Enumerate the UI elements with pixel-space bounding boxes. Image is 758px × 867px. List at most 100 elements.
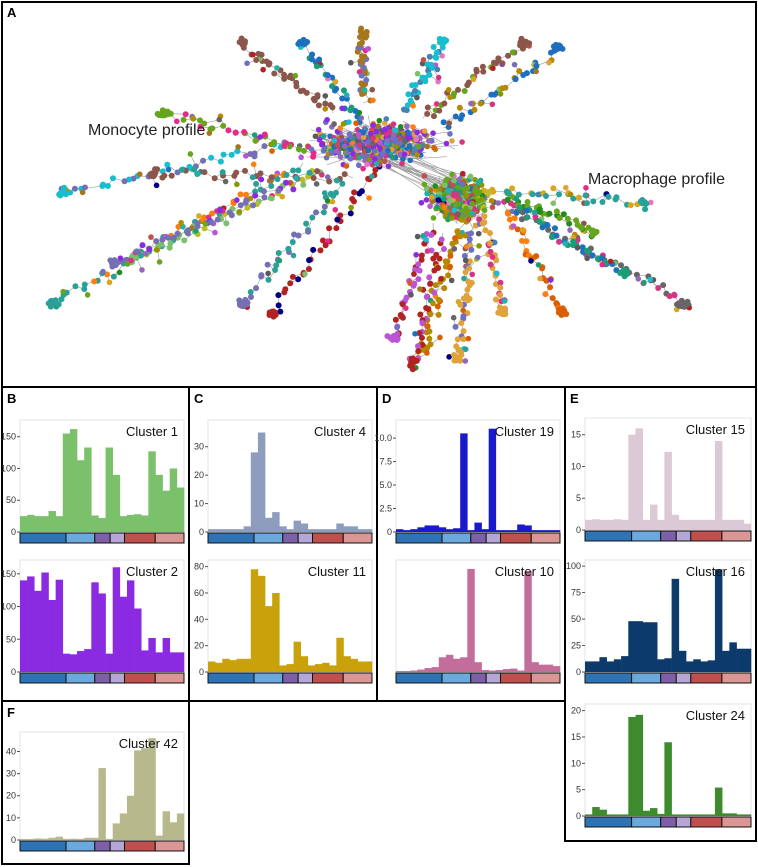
network-node bbox=[533, 68, 539, 75]
network-node bbox=[451, 246, 458, 252]
y-tick-label: 0 bbox=[199, 667, 204, 677]
network-node bbox=[334, 142, 341, 148]
network-node bbox=[424, 104, 431, 111]
network-node bbox=[613, 194, 620, 201]
bar bbox=[621, 519, 629, 530]
network-node bbox=[385, 163, 392, 169]
network-node bbox=[339, 95, 346, 102]
network-node bbox=[331, 121, 337, 127]
network-node bbox=[361, 64, 367, 71]
network-node bbox=[424, 143, 430, 150]
y-tick-label: 10 bbox=[194, 499, 204, 509]
network-node bbox=[133, 248, 140, 255]
network-node bbox=[348, 204, 354, 211]
chart-title: Cluster 11 bbox=[308, 564, 366, 579]
y-tick-label: 10 bbox=[6, 813, 16, 823]
bar bbox=[336, 637, 344, 672]
colorbar-segment bbox=[154, 672, 185, 684]
network-node bbox=[268, 182, 275, 189]
bar bbox=[538, 530, 547, 532]
network-node bbox=[470, 76, 477, 83]
network-node bbox=[324, 174, 331, 180]
network-node bbox=[546, 210, 553, 217]
network-node bbox=[469, 210, 475, 217]
plot-area bbox=[395, 559, 561, 673]
network-node bbox=[487, 248, 494, 255]
colorbar-segment bbox=[109, 840, 126, 852]
network-node bbox=[446, 120, 453, 126]
network-node bbox=[410, 103, 416, 109]
network-node bbox=[292, 72, 299, 79]
network-node bbox=[139, 242, 146, 249]
network-node bbox=[412, 87, 419, 94]
colorbar-segment bbox=[441, 672, 472, 684]
bar bbox=[105, 838, 113, 840]
bar bbox=[671, 814, 680, 816]
bar bbox=[91, 582, 99, 672]
network-node bbox=[317, 247, 324, 254]
network-node bbox=[153, 238, 160, 245]
network-node bbox=[471, 106, 478, 113]
colorbar-segment bbox=[721, 816, 752, 828]
network-node bbox=[468, 230, 475, 237]
network-node bbox=[285, 245, 292, 252]
bar bbox=[736, 648, 745, 672]
network-node bbox=[434, 66, 441, 73]
network-node bbox=[435, 78, 441, 85]
network-node bbox=[461, 275, 467, 282]
network-node bbox=[211, 175, 218, 182]
network-node bbox=[441, 196, 447, 202]
network-node bbox=[452, 113, 459, 120]
network-node bbox=[373, 160, 380, 167]
network-node bbox=[497, 279, 504, 286]
network-node bbox=[260, 188, 267, 195]
network-node bbox=[337, 125, 344, 131]
bar bbox=[243, 658, 252, 672]
bar bbox=[693, 659, 701, 672]
bar bbox=[257, 575, 266, 672]
bar bbox=[700, 519, 708, 530]
bar bbox=[657, 659, 665, 672]
chart-title: Cluster 4 bbox=[314, 424, 366, 439]
bar bbox=[686, 519, 694, 530]
bar bbox=[293, 641, 301, 672]
bar bbox=[510, 668, 518, 672]
network-node bbox=[468, 246, 475, 253]
network-node bbox=[328, 150, 335, 156]
network-node bbox=[298, 154, 304, 161]
network-node bbox=[154, 110, 161, 117]
network-node bbox=[293, 83, 300, 90]
bar bbox=[105, 447, 113, 532]
network-node bbox=[550, 185, 557, 192]
network-node bbox=[438, 275, 444, 282]
network-node bbox=[482, 227, 489, 234]
colorbar-segment bbox=[500, 532, 532, 544]
network-node bbox=[506, 216, 513, 223]
bar bbox=[41, 838, 49, 840]
network-node bbox=[559, 305, 566, 312]
network-node bbox=[281, 71, 288, 78]
network-node bbox=[253, 56, 260, 63]
network-node bbox=[308, 146, 315, 153]
network-node bbox=[356, 190, 363, 197]
network-node bbox=[392, 127, 398, 133]
bar bbox=[693, 814, 701, 816]
network-node bbox=[385, 147, 391, 154]
bar bbox=[41, 516, 49, 532]
network-node bbox=[58, 296, 65, 303]
colorbar-segment bbox=[530, 672, 561, 684]
bar bbox=[714, 569, 723, 672]
y-tick-label: 50 bbox=[6, 495, 16, 505]
network-node bbox=[348, 59, 354, 66]
network-node bbox=[361, 87, 368, 93]
network-node bbox=[414, 129, 421, 136]
network-node bbox=[348, 104, 355, 111]
network-node bbox=[202, 220, 209, 227]
network-node bbox=[403, 305, 409, 311]
network-node bbox=[81, 281, 88, 288]
bar bbox=[599, 657, 607, 672]
network-node bbox=[295, 146, 302, 153]
network-node bbox=[405, 91, 412, 98]
bar bbox=[134, 750, 142, 840]
bar bbox=[250, 452, 259, 532]
